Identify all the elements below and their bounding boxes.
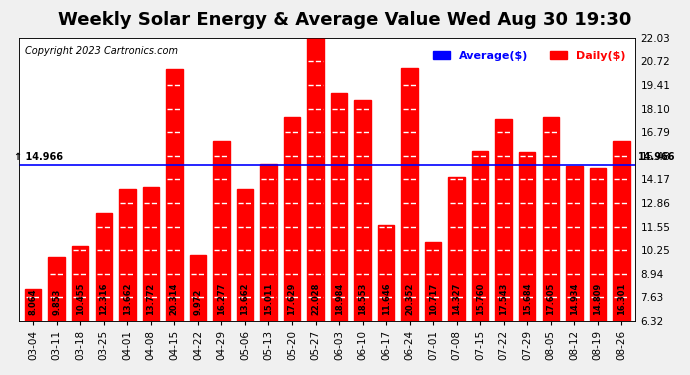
Bar: [519, 152, 535, 375]
Text: 14.966: 14.966: [638, 152, 676, 162]
Text: 13.772: 13.772: [146, 283, 155, 315]
Text: 8.064: 8.064: [29, 289, 38, 315]
Bar: [402, 68, 418, 375]
Text: 20.352: 20.352: [405, 283, 414, 315]
Text: 16.301: 16.301: [617, 283, 626, 315]
Text: 17.629: 17.629: [288, 283, 297, 315]
Bar: [237, 189, 253, 375]
Bar: [378, 225, 394, 375]
Bar: [331, 93, 347, 375]
Text: 14.934: 14.934: [570, 283, 579, 315]
Bar: [566, 166, 582, 375]
Text: Weekly Solar Energy & Average Value Wed Aug 30 19:30: Weekly Solar Energy & Average Value Wed …: [59, 11, 631, 29]
Bar: [166, 69, 183, 375]
Bar: [425, 242, 442, 375]
Text: 13.662: 13.662: [123, 283, 132, 315]
Text: 18.984: 18.984: [335, 283, 344, 315]
Bar: [95, 213, 112, 375]
Text: 15.684: 15.684: [523, 283, 532, 315]
Text: 14.809: 14.809: [593, 283, 602, 315]
Bar: [72, 246, 88, 375]
Bar: [613, 141, 629, 375]
Bar: [448, 177, 465, 375]
Text: 13.662: 13.662: [240, 283, 249, 315]
Text: 22.028: 22.028: [311, 283, 320, 315]
Text: 11.646: 11.646: [382, 283, 391, 315]
Bar: [190, 255, 206, 375]
Text: 15.011: 15.011: [264, 283, 273, 315]
Text: 20.314: 20.314: [170, 283, 179, 315]
Text: Copyright 2023 Cartronics.com: Copyright 2023 Cartronics.com: [26, 46, 178, 56]
Text: 17.605: 17.605: [546, 283, 555, 315]
Text: 10.717: 10.717: [428, 283, 437, 315]
Text: 14.327: 14.327: [452, 283, 461, 315]
Bar: [25, 290, 41, 375]
Text: ↑ 14.966: ↑ 14.966: [14, 152, 63, 162]
Bar: [260, 164, 277, 375]
Bar: [495, 118, 512, 375]
Text: 9.972: 9.972: [193, 289, 202, 315]
Bar: [472, 151, 489, 375]
Bar: [213, 141, 230, 375]
Text: 18.553: 18.553: [358, 283, 367, 315]
Bar: [355, 100, 371, 375]
Bar: [589, 168, 606, 375]
Text: 9.853: 9.853: [52, 289, 61, 315]
Text: 16.277: 16.277: [217, 283, 226, 315]
Bar: [284, 117, 300, 375]
Text: 12.316: 12.316: [99, 283, 108, 315]
Text: 17.543: 17.543: [499, 283, 509, 315]
Text: 15.760: 15.760: [475, 283, 484, 315]
Legend: Average($), Daily($): Average($), Daily($): [428, 46, 630, 65]
Text: 10.455: 10.455: [76, 283, 85, 315]
Bar: [48, 257, 65, 375]
Bar: [143, 186, 159, 375]
Bar: [307, 38, 324, 375]
Bar: [542, 117, 559, 375]
Bar: [119, 189, 135, 375]
